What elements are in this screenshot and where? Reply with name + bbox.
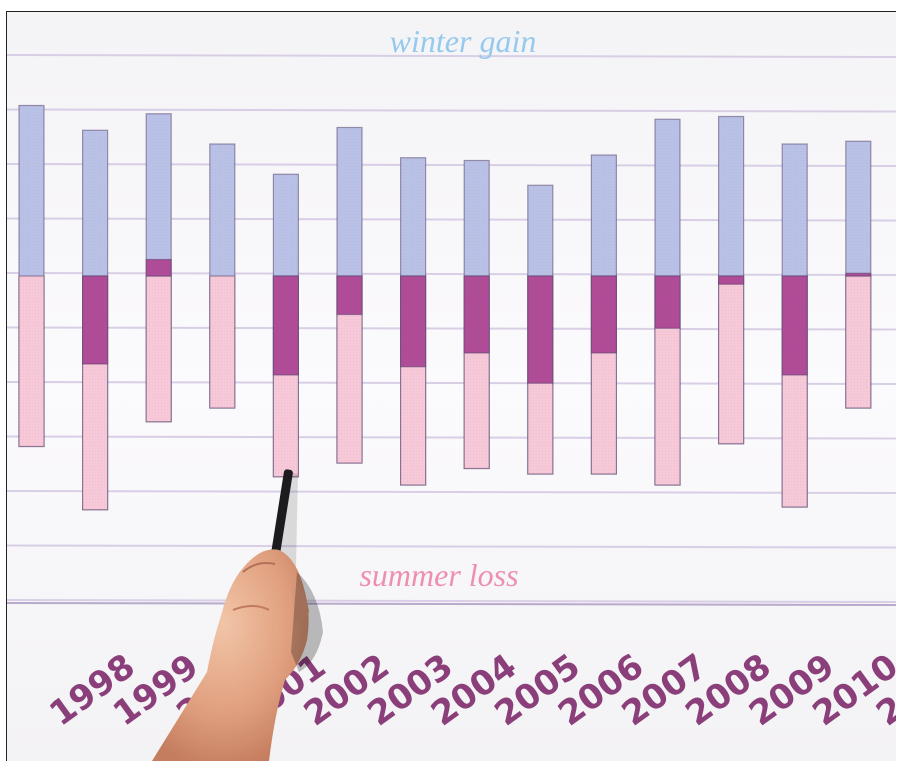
hand <box>152 549 309 761</box>
gridline <box>7 163 896 167</box>
gridline <box>7 544 896 549</box>
net-balance-bar-texture <box>527 276 553 384</box>
net-balance-bar-texture <box>591 276 617 353</box>
gridlines <box>7 54 896 603</box>
gridline <box>7 381 896 385</box>
summer-loss-caption: summer loss <box>359 557 518 593</box>
gridline <box>7 490 896 494</box>
gridline <box>7 435 896 440</box>
hand-with-pointer <box>152 469 323 761</box>
pointer <box>269 469 293 564</box>
gridline <box>7 599 896 603</box>
gridline <box>7 272 896 276</box>
summer-loss-bar-texture <box>19 276 44 447</box>
gridline <box>7 108 896 113</box>
winter-gain-caption: winter gain <box>390 23 537 59</box>
mass-balance-chart: winter gain summer loss 7199819992000200… <box>7 23 896 761</box>
axis-line <box>7 602 896 606</box>
net-balance-bar-texture <box>400 276 426 367</box>
summer-loss-bar-texture <box>718 276 744 444</box>
gridline <box>7 217 896 222</box>
net-balance-bar-texture <box>655 276 680 329</box>
net-balance-bar-texture <box>845 273 871 276</box>
net-balance-bar-texture <box>464 276 490 353</box>
net-balance-bar-texture <box>82 276 108 364</box>
year-tick-labels: 7199819992000200120022003200420052006200… <box>7 618 896 734</box>
net-balance-bar-texture <box>782 276 808 375</box>
gridline <box>7 54 896 58</box>
net-balance-bar-texture <box>146 259 172 276</box>
projection-screen: winter gain summer loss 7199819992000200… <box>6 11 896 761</box>
net-balance-bar-texture <box>273 276 299 375</box>
net-balance-bar-texture <box>718 276 744 285</box>
summer-loss-bar-texture <box>209 276 235 408</box>
bars <box>18 104 872 511</box>
summer-loss-bar-texture <box>146 276 172 422</box>
net-balance-bar-texture <box>337 276 362 315</box>
summer-loss-bar-texture <box>845 276 871 408</box>
gridline <box>7 326 896 331</box>
year-tick-label: 7 <box>7 618 21 664</box>
